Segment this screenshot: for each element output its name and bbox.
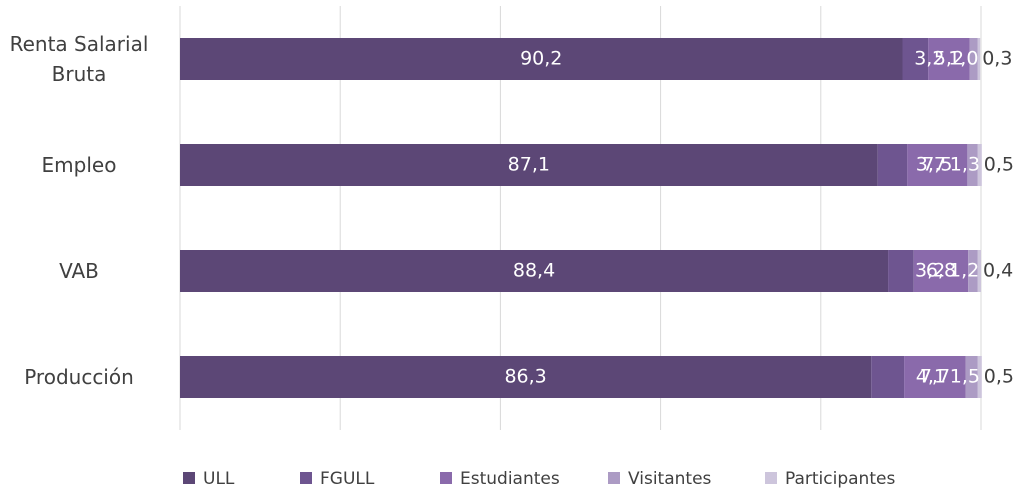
bar-segment <box>977 144 982 186</box>
bar-segment <box>967 144 978 186</box>
data-label: 1,2 <box>949 260 979 282</box>
data-label: 7,7 <box>920 366 950 388</box>
data-label: 5,2 <box>934 48 964 70</box>
data-label: 87,1 <box>508 154 550 176</box>
data-label: 88,4 <box>513 260 555 282</box>
bar-segment <box>913 250 969 292</box>
bar-segment <box>904 356 966 398</box>
data-label: 3,2 <box>915 260 945 282</box>
category-label: Empleo <box>41 153 117 177</box>
data-label: 0,4 <box>983 260 1013 282</box>
bar-segment <box>877 144 908 186</box>
category-label: VAB <box>59 259 99 283</box>
bar-segment <box>888 250 914 292</box>
data-label: 1,3 <box>950 154 980 176</box>
bar-segment <box>871 356 905 398</box>
data-label: 1,0 <box>948 48 978 70</box>
legend-swatch <box>300 472 312 484</box>
legend-swatch <box>183 472 195 484</box>
data-label: 3,2 <box>914 48 944 70</box>
bar-segment <box>977 38 981 80</box>
legend-label: ULL <box>203 469 235 489</box>
data-label: 90,2 <box>520 48 562 70</box>
data-label: 7,5 <box>922 154 952 176</box>
legend-swatch <box>440 472 452 484</box>
legend-label: Participantes <box>785 469 895 489</box>
bar-segment <box>907 144 968 186</box>
legend-label: FGULL <box>320 469 375 489</box>
data-label: 1,5 <box>950 366 980 388</box>
legend-label: Estudiantes <box>460 469 560 489</box>
bar-segment <box>928 38 970 80</box>
legend-label: Visitantes <box>628 469 712 489</box>
legend-swatch <box>765 472 777 484</box>
data-label: 0,5 <box>984 154 1014 176</box>
bar-segment <box>965 356 978 398</box>
data-label: 0,3 <box>982 48 1012 70</box>
data-label: 3,7 <box>916 154 946 176</box>
data-label: 0,5 <box>984 366 1014 388</box>
category-label: Renta Salarial Bruta <box>9 32 149 86</box>
data-label: 86,3 <box>504 366 546 388</box>
bar-segment <box>180 144 878 186</box>
data-label: 4,1 <box>916 366 946 388</box>
legend-swatch <box>608 472 620 484</box>
bar-segment <box>968 250 978 292</box>
data-label: 6,8 <box>926 260 956 282</box>
bar-segment <box>180 356 872 398</box>
bar-segment <box>977 250 981 292</box>
bar-segment <box>977 356 982 398</box>
category-label: Producción <box>24 365 134 389</box>
bar-segment <box>969 38 978 80</box>
bar-segment <box>180 38 903 80</box>
bar-segment <box>180 250 889 292</box>
bar-segment <box>902 38 929 80</box>
